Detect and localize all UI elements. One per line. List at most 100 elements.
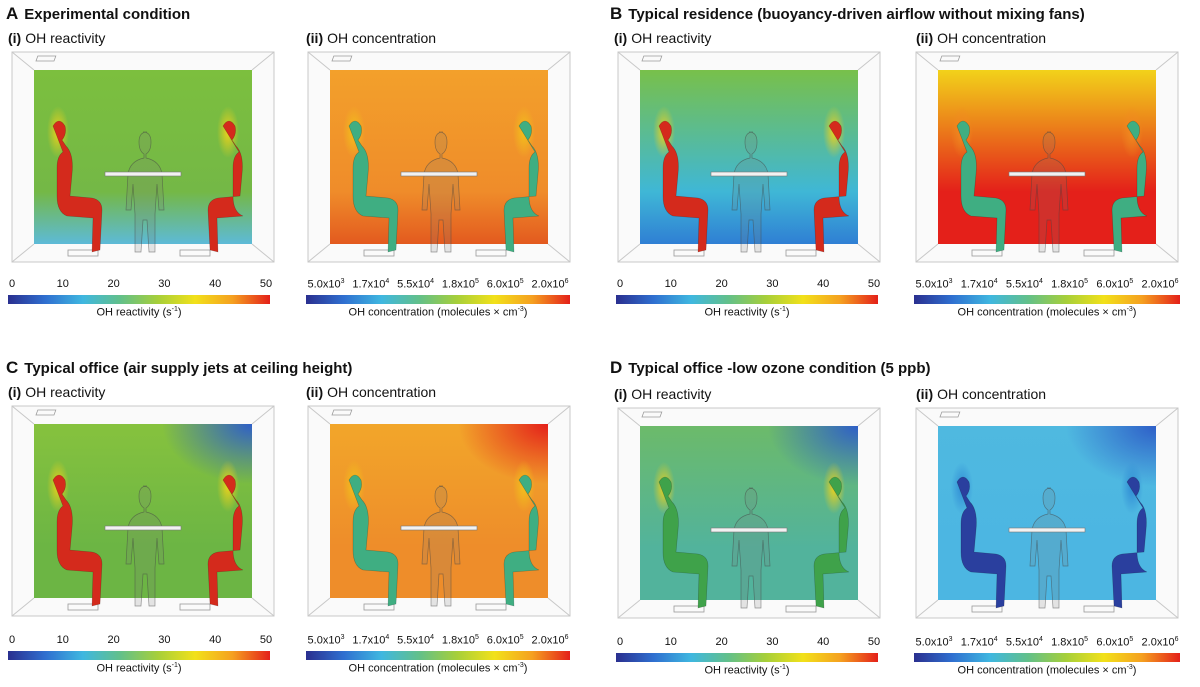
tick-label: 40 [209, 634, 222, 646]
room-edge [857, 51, 881, 71]
scale-a-reactivity: 0 10 20 30 40 50 OH reactivity (s-1) [8, 278, 273, 319]
seated-occupant [658, 120, 709, 253]
table [104, 525, 182, 531]
seated-occupant [503, 120, 540, 253]
ceiling-vent [641, 55, 663, 62]
tick-label: 5.0x103 [307, 278, 345, 291]
seated-occupant [813, 476, 850, 609]
tick-label: 2.0x106 [531, 634, 569, 647]
concentration-colorbar [914, 653, 1180, 662]
table [710, 527, 788, 533]
standing-figure [421, 131, 461, 253]
supply-jet-region [768, 426, 858, 486]
panel-b-sub-i: (i) OH reactivity [614, 30, 712, 46]
seated-occupant [956, 120, 1007, 253]
room-edge [307, 597, 331, 617]
supply-jet-region [1066, 426, 1156, 486]
panel-a-sub-ii: (ii) OH concentration [306, 30, 437, 46]
ceiling-vent [939, 411, 961, 418]
room-d-concentration [914, 406, 1180, 620]
reactivity-scale-label: OH reactivity (s-1) [704, 664, 790, 677]
concentration-scale-label: OH concentration (molecules × cm-3) [957, 664, 1137, 677]
panel-d-sub-ii: (ii) OH concentration [916, 386, 1047, 402]
room-edge [915, 407, 939, 427]
scale-c-reactivity: 0 10 20 30 40 50 OH reactivity (s-1) [8, 634, 272, 675]
concentration-scale-label: OH concentration (molecules × cm-3) [348, 662, 528, 675]
tick-label: 2.0x106 [531, 278, 569, 291]
tick-label: 50 [259, 278, 273, 290]
tick-label: 5.5x104 [1005, 278, 1043, 291]
tick-label: 6.0x105 [1096, 636, 1134, 649]
concentration-scale-label: OH concentration (molecules × cm-3) [957, 306, 1137, 319]
tick-label: 2.0x106 [1141, 636, 1179, 649]
ceiling-vent [331, 409, 353, 416]
standing-figure [421, 485, 461, 607]
occupants [47, 460, 244, 607]
seated-occupant [956, 476, 1007, 609]
room-edge [1155, 51, 1179, 71]
reactivity-colorbar [616, 653, 878, 662]
room-svg [307, 51, 571, 263]
tick-label: 2.0x106 [1141, 278, 1179, 291]
occupants [951, 462, 1148, 609]
tick-label: 50 [867, 636, 881, 648]
room-a-concentration [306, 50, 572, 264]
seated-occupant [348, 120, 399, 253]
panel-c-sub-ii: (ii) OH concentration [306, 384, 437, 400]
tick-label: 30 [766, 278, 779, 290]
scale-ticks: 0 10 20 30 40 50 [616, 278, 880, 294]
concentration-scale-label: OH concentration (molecules × cm-3) [348, 306, 528, 319]
seated-occupant [52, 474, 103, 607]
room-svg [307, 405, 571, 617]
panel-b-title: B Typical residence (buoyancy-driven airf… [610, 4, 1085, 24]
room-edge [915, 243, 939, 263]
scale-ticks: 5.0x103 1.7x104 5.5x104 1.8x105 6.0x105 2.0x1… [306, 278, 570, 294]
room-edge [307, 51, 331, 71]
floor-vent [179, 603, 211, 611]
room-edge [11, 405, 35, 425]
seated-occupant [658, 476, 709, 609]
floor-vent [673, 249, 705, 257]
panel-title-text: Typical office -low ozone condition (5 p… [628, 360, 931, 377]
standing-figure [731, 131, 771, 253]
tick-label: 1.7x104 [352, 278, 390, 291]
seated-occupant [52, 120, 103, 253]
reactivity-colorbar [616, 295, 878, 304]
tick-label: 0 [8, 634, 16, 646]
room-edge [307, 243, 331, 263]
scale-a-concentration: 5.0x103 1.7x104 5.5x104 1.8x105 6.0x105 2.0x1… [306, 278, 570, 319]
floor-vent [363, 249, 395, 257]
seated-occupant [813, 120, 850, 253]
room-edge [617, 599, 641, 619]
room-edge [251, 51, 275, 71]
panel-letter: C [6, 358, 19, 377]
standing-figure [1029, 487, 1069, 609]
tick-label: 6.0x105 [1096, 278, 1134, 291]
scale-ticks: 5.0x103 1.7x104 5.5x104 1.8x105 6.0x105 2.0x1… [914, 278, 1180, 294]
room-edge [251, 597, 275, 617]
panel-title-text: Typical office (air supply jets at ceili… [24, 360, 353, 377]
table [104, 171, 182, 177]
occupants [653, 106, 850, 253]
tick-label: 10 [664, 636, 677, 648]
scale-ticks: 5.0x103 1.7x104 5.5x104 1.8x105 6.0x105 2.0x1… [914, 636, 1180, 652]
table [400, 171, 478, 177]
seated-occupant [1111, 120, 1148, 253]
reactivity-scale-label: OH reactivity (s-1) [96, 662, 182, 675]
scale-c-concentration: 5.0x103 1.7x104 5.5x104 1.8x105 6.0x105 2.0x1… [306, 634, 570, 675]
table [400, 525, 478, 531]
seated-occupant [207, 120, 244, 253]
standing-figure [731, 487, 771, 609]
room-edge [11, 243, 35, 263]
panel-d-title: D Typical office -low ozone condition (5 … [610, 358, 931, 378]
room-c-concentration [306, 404, 572, 618]
floor-vent [363, 603, 395, 611]
tick-label: 10 [56, 278, 69, 290]
floor-vent [67, 249, 99, 257]
tick-label: 40 [817, 636, 830, 648]
tick-label: 0 [8, 278, 16, 290]
room-edge [617, 51, 641, 71]
room-svg [915, 51, 1179, 263]
room-a-reactivity [10, 50, 276, 264]
ceiling-vent [641, 411, 663, 418]
